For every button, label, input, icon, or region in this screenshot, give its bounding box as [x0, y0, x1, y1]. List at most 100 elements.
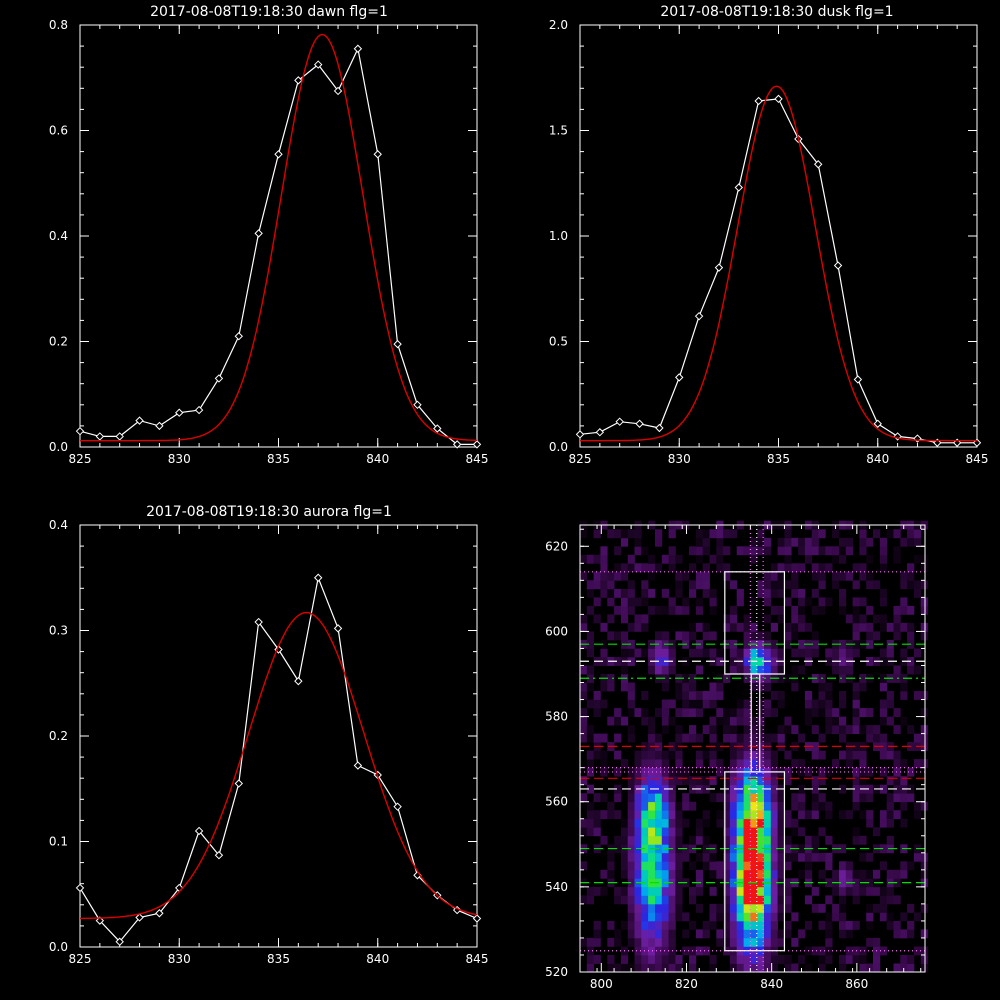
- image-pixel: [825, 920, 833, 930]
- image-pixel: [661, 767, 669, 777]
- image-pixel: [900, 605, 908, 615]
- image-pixel: [682, 793, 690, 803]
- image-pixel: [750, 776, 758, 786]
- image-pixel: [620, 861, 629, 871]
- x-tick-label: 835: [267, 952, 290, 966]
- image-pixel: [661, 725, 669, 734]
- image-pixel: [655, 810, 663, 820]
- image-pixel: [614, 716, 622, 726]
- image-pixel: [811, 571, 819, 581]
- image-pixel: [798, 665, 806, 675]
- image-pixel: [641, 835, 649, 845]
- image-pixel: [661, 605, 669, 615]
- image-pixel: [791, 937, 799, 947]
- image-pixel: [586, 605, 594, 615]
- image-pixel: [811, 886, 819, 896]
- image-pixel: [798, 827, 806, 837]
- image-pixel: [668, 912, 676, 922]
- image-pixel: [627, 776, 635, 786]
- image-pixel: [702, 699, 710, 709]
- image-pixel: [839, 571, 847, 581]
- image-pixel: [750, 903, 758, 913]
- image-pixel: [627, 827, 635, 837]
- image-pixel: [648, 733, 656, 743]
- panel-aurora-title: 2017-08-08T19:18:30 aurora flg=1: [146, 504, 392, 520]
- aurora-data-point: [214, 851, 224, 860]
- image-pixel: [723, 827, 731, 837]
- image-pixel: [729, 639, 738, 649]
- image-pixel: [757, 818, 765, 828]
- image-pixel: [716, 903, 724, 913]
- image-pixel: [655, 946, 663, 956]
- image-pixel: [736, 827, 744, 837]
- image-pixel: [839, 784, 847, 794]
- image-pixel: [811, 946, 819, 956]
- image-pixel: [675, 810, 683, 820]
- image-pixel: [702, 861, 710, 871]
- image-pixel: [627, 801, 635, 811]
- image-pixel: [627, 912, 635, 922]
- image-pixel: [675, 776, 683, 786]
- image-pixel: [777, 852, 785, 862]
- image-pixel: [675, 827, 683, 837]
- image-pixel: [634, 895, 642, 905]
- image-pixel: [798, 784, 806, 794]
- image-pixel: [845, 920, 853, 930]
- image-pixel: [832, 546, 840, 556]
- image-pixel: [811, 546, 819, 556]
- image-pixel: [784, 844, 792, 854]
- image-pixel: [770, 622, 778, 632]
- image-pixel: [886, 776, 894, 786]
- image-pixel: [627, 622, 635, 632]
- image-pixel: [900, 759, 908, 768]
- image-pixel: [689, 886, 697, 896]
- image-pixel: [586, 818, 594, 828]
- image-pixel: [818, 801, 826, 811]
- image-pixel: [886, 912, 894, 922]
- image-pixel: [791, 588, 799, 598]
- image-pixel: [764, 886, 772, 896]
- image-pixel: [634, 614, 642, 624]
- image-pixel: [839, 869, 847, 879]
- image-pixel: [859, 886, 867, 896]
- image-pixel: [641, 920, 649, 930]
- image-pixel: [682, 912, 690, 922]
- image-pixel: [736, 810, 744, 820]
- image-pixel: [777, 801, 785, 811]
- image-pixel: [811, 605, 819, 615]
- image-pixel: [818, 691, 826, 700]
- image-pixel: [627, 903, 635, 913]
- image-pixel: [586, 648, 594, 658]
- image-pixel: [757, 742, 765, 751]
- image-pixel: [839, 657, 847, 666]
- image-pixel: [627, 878, 635, 888]
- image-pixel: [784, 835, 792, 845]
- image-pixel: [852, 716, 860, 726]
- image-pixel: [764, 852, 772, 862]
- image-pixel: [811, 631, 819, 641]
- image-pixel: [675, 571, 683, 581]
- dawn-data-point: [234, 332, 244, 341]
- image-pixel: [811, 563, 819, 573]
- image-pixel: [675, 912, 683, 922]
- image-pixel: [900, 963, 908, 973]
- image-pixel: [655, 631, 663, 641]
- image-pixel: [709, 529, 717, 539]
- image-pixel: [879, 614, 888, 624]
- image-pixel: [682, 776, 690, 786]
- image-pixel: [873, 827, 881, 837]
- image-pixel: [879, 648, 888, 658]
- image-pixel: [825, 597, 833, 607]
- dawn-data-point: [274, 150, 283, 159]
- image-pixel: [757, 810, 765, 820]
- image-pixel: [716, 682, 724, 692]
- image-pixel: [866, 580, 874, 590]
- image-pixel: [634, 903, 642, 913]
- image-pixel: [777, 588, 785, 598]
- image-pixel: [757, 639, 765, 649]
- image-pixel: [689, 682, 697, 692]
- image-pixel: [716, 929, 724, 939]
- image-pixel: [777, 674, 785, 683]
- image-pixel: [655, 818, 663, 828]
- image-pixel: [729, 810, 738, 820]
